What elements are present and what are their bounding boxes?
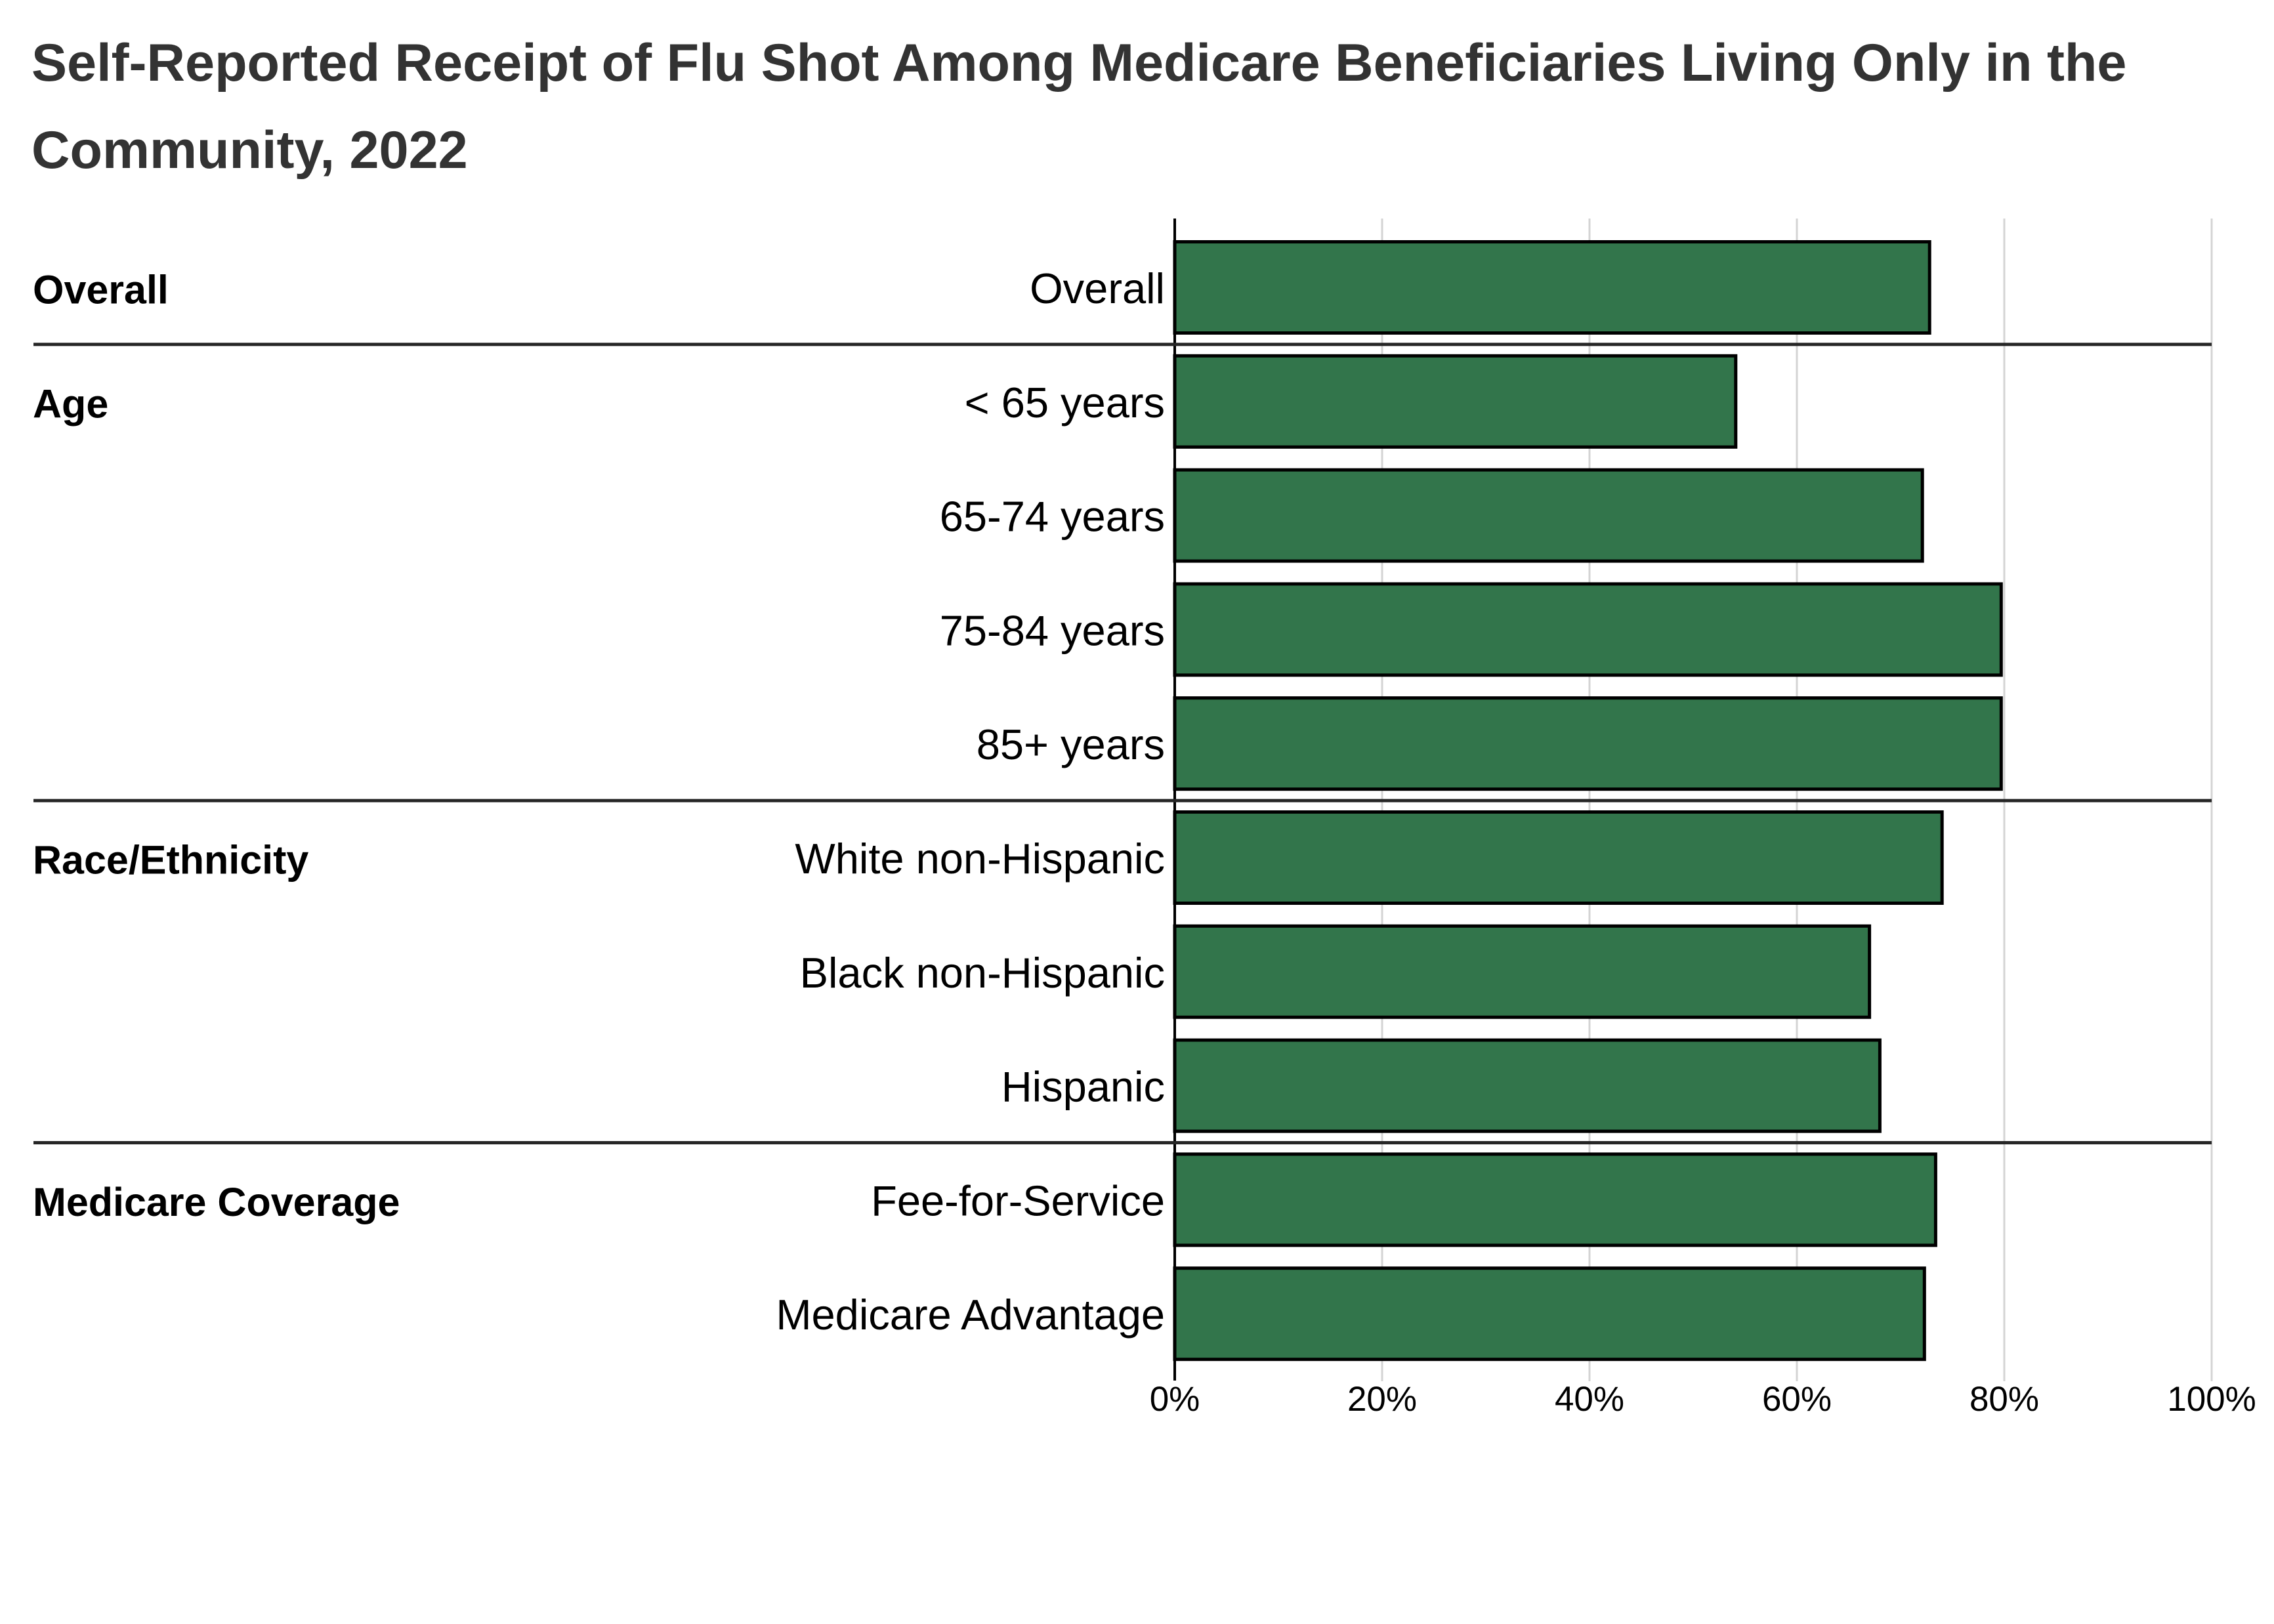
svg-text:75-84 years: 75-84 years <box>940 606 1165 654</box>
svg-text:Race/Ethnicity: Race/Ethnicity <box>33 838 308 883</box>
svg-text:Overall: Overall <box>33 268 169 312</box>
svg-text:Medicare Advantage: Medicare Advantage <box>776 1291 1165 1339</box>
svg-text:Black non-Hispanic: Black non-Hispanic <box>800 949 1165 997</box>
svg-text:60%: 60% <box>1762 1380 1832 1419</box>
svg-text:Overall: Overall <box>1030 264 1165 312</box>
svg-text:0%: 0% <box>1150 1380 1200 1419</box>
svg-text:65-74 years: 65-74 years <box>940 493 1165 541</box>
svg-text:Community, 2022: Community, 2022 <box>32 121 468 180</box>
svg-text:80%: 80% <box>1969 1380 2039 1419</box>
svg-text:40%: 40% <box>1555 1380 1624 1419</box>
svg-text:85+ years: 85+ years <box>977 720 1165 768</box>
svg-text:White non-Hispanic: White non-Hispanic <box>795 835 1165 883</box>
svg-text:Fee-for-Service: Fee-for-Service <box>871 1176 1165 1224</box>
svg-text:Medicare Coverage: Medicare Coverage <box>33 1180 400 1224</box>
svg-text:< 65 years: < 65 years <box>965 379 1165 427</box>
svg-text:20%: 20% <box>1347 1380 1417 1419</box>
svg-text:Hispanic: Hispanic <box>1001 1063 1165 1111</box>
svg-text:Self-Reported Receipt of Flu S: Self-Reported Receipt of Flu Shot Among … <box>32 33 2126 93</box>
svg-text:100%: 100% <box>2167 1380 2256 1419</box>
svg-text:Age: Age <box>33 381 108 426</box>
